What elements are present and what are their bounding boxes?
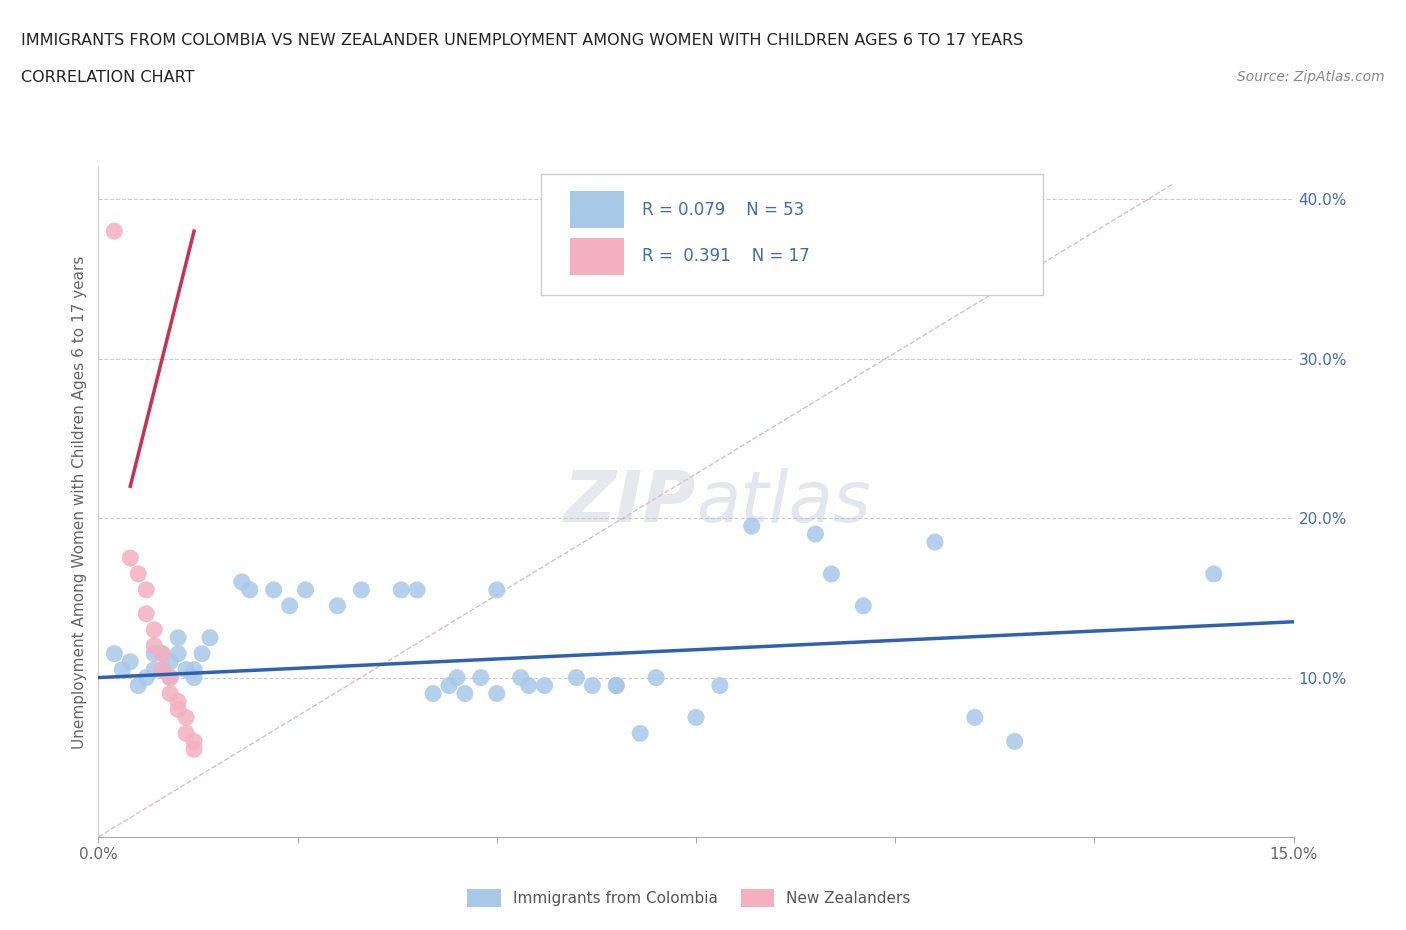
Point <box>231 575 253 590</box>
Point <box>645 671 668 685</box>
Point <box>191 646 214 661</box>
Point <box>326 598 349 613</box>
Point <box>167 631 190 645</box>
Legend: Immigrants from Colombia, New Zealanders: Immigrants from Colombia, New Zealanders <box>461 884 917 913</box>
Point <box>963 710 986 724</box>
Point <box>150 646 173 661</box>
Point <box>422 686 444 701</box>
Point <box>127 566 149 581</box>
Bar <box>571 191 624 228</box>
Point <box>183 662 205 677</box>
Point <box>581 678 603 693</box>
Point <box>135 606 157 621</box>
Point <box>120 551 142 565</box>
Point <box>174 662 197 677</box>
Point <box>150 662 173 677</box>
Point <box>167 694 190 709</box>
Point <box>183 742 205 757</box>
Y-axis label: Unemployment Among Women with Children Ages 6 to 17 years: Unemployment Among Women with Children A… <box>72 256 87 749</box>
Point <box>103 646 125 661</box>
Point <box>278 598 301 613</box>
Point <box>127 678 149 693</box>
Point <box>174 710 197 724</box>
Point <box>167 646 190 661</box>
Point <box>804 526 827 541</box>
Point <box>485 686 508 701</box>
Text: IMMIGRANTS FROM COLOMBIA VS NEW ZEALANDER UNEMPLOYMENT AMONG WOMEN WITH CHILDREN: IMMIGRANTS FROM COLOMBIA VS NEW ZEALANDE… <box>21 33 1024 47</box>
Point <box>159 654 181 669</box>
Point <box>103 224 125 239</box>
Point <box>605 678 627 693</box>
Point <box>143 662 166 677</box>
Point <box>741 519 763 534</box>
Text: CORRELATION CHART: CORRELATION CHART <box>21 70 194 85</box>
Point <box>167 702 190 717</box>
Point <box>350 582 373 597</box>
Point <box>143 638 166 653</box>
Point <box>517 678 540 693</box>
Point <box>389 582 412 597</box>
Point <box>143 622 166 637</box>
Point <box>509 671 531 685</box>
Point <box>924 535 946 550</box>
Text: R =  0.391    N = 17: R = 0.391 N = 17 <box>643 247 810 265</box>
Bar <box>571 238 624 274</box>
Point <box>174 726 197 741</box>
Point <box>1004 734 1026 749</box>
Text: ZIP: ZIP <box>564 468 696 537</box>
Point <box>454 686 477 701</box>
Text: R = 0.079    N = 53: R = 0.079 N = 53 <box>643 201 804 219</box>
Point <box>159 671 181 685</box>
Point <box>294 582 316 597</box>
Point <box>263 582 285 597</box>
Point <box>446 671 468 685</box>
Point <box>470 671 492 685</box>
Point <box>135 582 157 597</box>
Point <box>183 734 205 749</box>
Point <box>198 631 221 645</box>
Point <box>437 678 460 693</box>
Point <box>150 646 173 661</box>
Point <box>135 671 157 685</box>
Point <box>159 671 181 685</box>
Point <box>685 710 707 724</box>
FancyBboxPatch shape <box>540 174 1043 295</box>
Point <box>852 598 875 613</box>
Point <box>1202 566 1225 581</box>
Point <box>120 654 142 669</box>
Point <box>820 566 842 581</box>
Point <box>605 678 627 693</box>
Point <box>533 678 555 693</box>
Point <box>628 726 651 741</box>
Point <box>239 582 262 597</box>
Point <box>111 662 134 677</box>
Text: atlas: atlas <box>696 468 870 537</box>
Point <box>159 686 181 701</box>
Point <box>709 678 731 693</box>
Point <box>183 671 205 685</box>
Point <box>150 662 173 677</box>
Point <box>485 582 508 597</box>
Text: Source: ZipAtlas.com: Source: ZipAtlas.com <box>1237 70 1385 84</box>
Point <box>565 671 588 685</box>
Point <box>143 646 166 661</box>
Point <box>406 582 429 597</box>
